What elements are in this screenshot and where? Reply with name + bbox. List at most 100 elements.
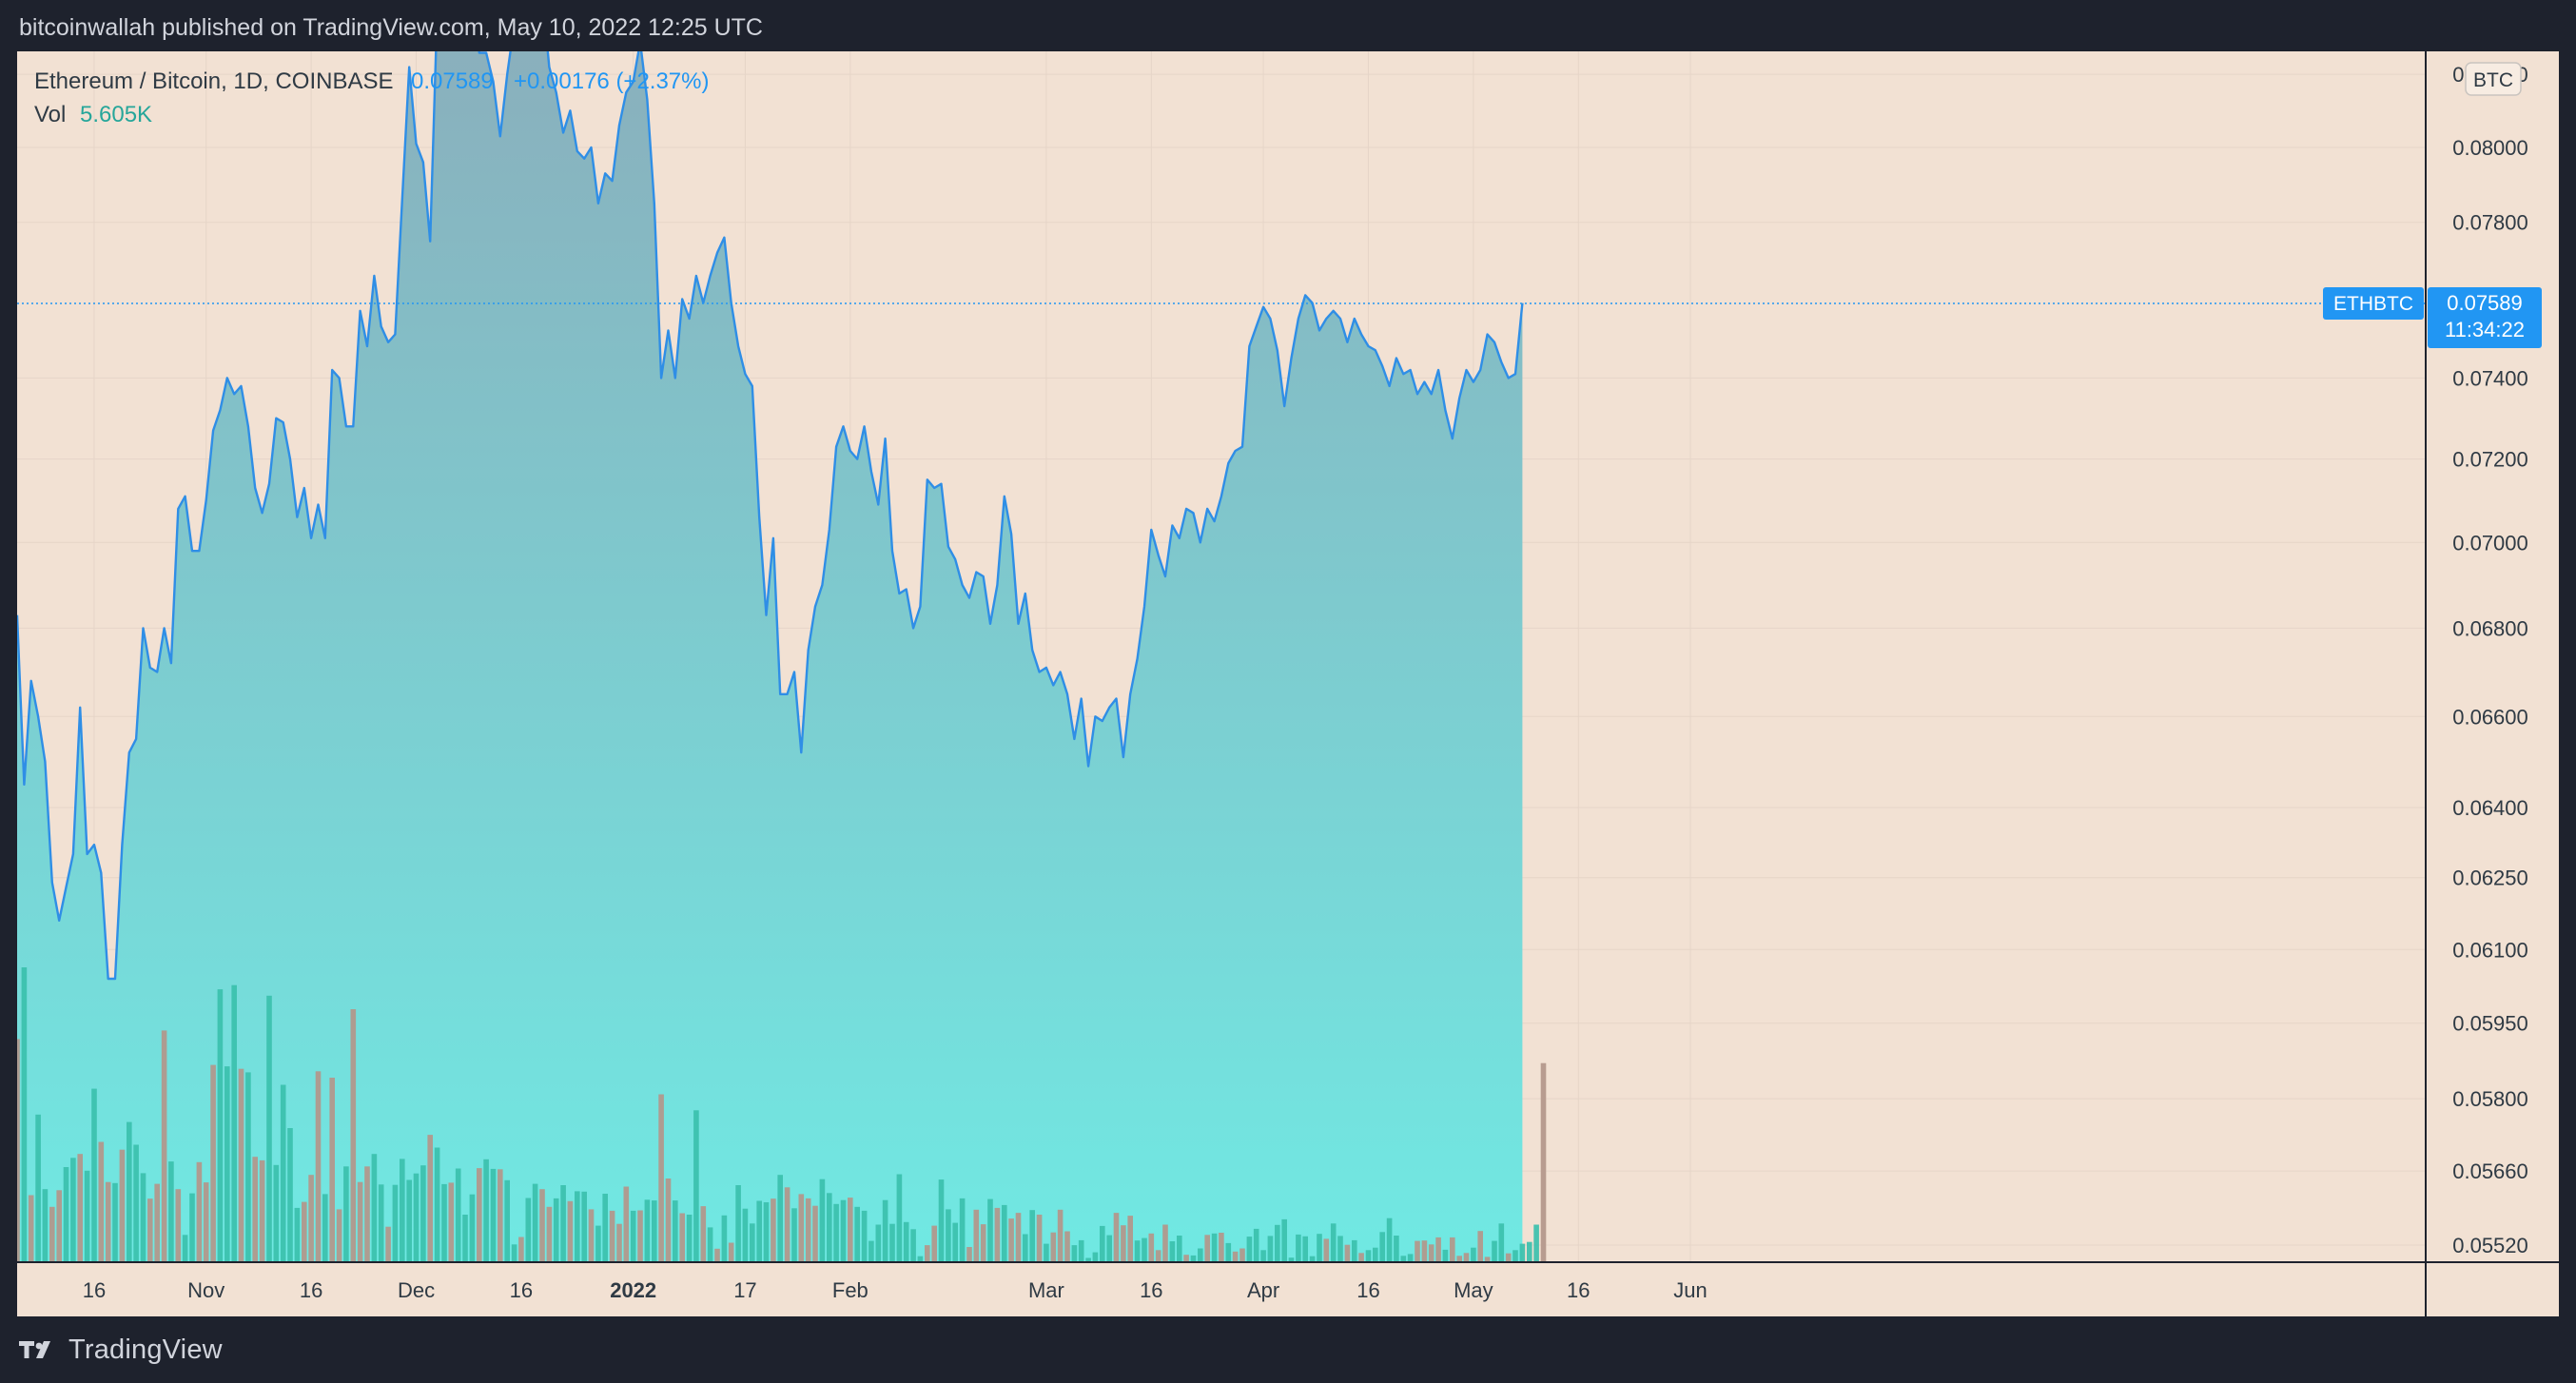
volume-bar-84 bbox=[602, 1194, 608, 1262]
price-tick-6: 0.06400 bbox=[2452, 796, 2528, 820]
currency-badge[interactable] bbox=[2465, 62, 2522, 96]
volume-bar-75 bbox=[539, 1189, 545, 1262]
volume-bar-82 bbox=[588, 1209, 595, 1262]
price-tick-12: 0.07800 bbox=[2452, 211, 2528, 235]
volume-bar-65 bbox=[469, 1194, 476, 1262]
volume-bar-160 bbox=[1134, 1240, 1141, 1262]
last-price-marker-value: 0.07589 bbox=[2447, 291, 2523, 315]
volume-bar-117 bbox=[833, 1203, 839, 1262]
volume-bar-92 bbox=[658, 1094, 664, 1262]
volume-bar-96 bbox=[686, 1215, 693, 1262]
volume-bar-15 bbox=[119, 1149, 126, 1262]
volume-bar-87 bbox=[623, 1186, 630, 1262]
time-tick-1: Nov bbox=[187, 1278, 224, 1302]
volume-bar-79 bbox=[567, 1200, 574, 1262]
volume-bar-23 bbox=[175, 1189, 182, 1262]
legend-symbol: Ethereum / Bitcoin, 1D, COINBASE bbox=[34, 68, 393, 94]
price-chart[interactable]: 0.05520 0.05660 0.05800 0.05950 0.06100 0.062… bbox=[14, 0, 2559, 1316]
price-tick-1: 0.05660 bbox=[2452, 1159, 2528, 1183]
volume-bar-52 bbox=[378, 1184, 384, 1262]
volume-bar-213 bbox=[1505, 1253, 1512, 1262]
volume-bar-123 bbox=[875, 1224, 882, 1262]
volume-bar-109 bbox=[777, 1175, 783, 1262]
volume-bar-162 bbox=[1148, 1233, 1155, 1262]
volume-bar-196 bbox=[1386, 1217, 1393, 1262]
volume-bar-132 bbox=[938, 1179, 945, 1262]
volume-bar-29 bbox=[217, 989, 224, 1262]
volume-bar-20 bbox=[154, 1183, 160, 1262]
tradingview-logo-icon[interactable] bbox=[19, 1338, 57, 1361]
volume-bar-106 bbox=[756, 1200, 762, 1262]
volume-bar-126 bbox=[896, 1174, 903, 1262]
volume-bar-88 bbox=[630, 1210, 636, 1262]
volume-bar-203 bbox=[1435, 1237, 1441, 1262]
price-tick-11: 0.07400 bbox=[2452, 366, 2528, 390]
volume-bar-211 bbox=[1492, 1240, 1497, 1262]
volume-bar-135 bbox=[959, 1198, 966, 1262]
volume-bar-48 bbox=[350, 1009, 357, 1262]
volume-bar-33 bbox=[245, 1072, 251, 1262]
volume-bar-191 bbox=[1352, 1239, 1357, 1262]
volume-bar-72 bbox=[518, 1237, 524, 1262]
volume-bar-120 bbox=[854, 1206, 860, 1262]
time-tick-2: 16 bbox=[300, 1278, 322, 1302]
volume-bar-14 bbox=[112, 1182, 118, 1262]
volume-bar-112 bbox=[798, 1194, 805, 1262]
time-tick-10: Apr bbox=[1247, 1278, 1279, 1302]
volume-bar-130 bbox=[925, 1245, 930, 1262]
volume-bar-102 bbox=[728, 1242, 734, 1262]
volume-bar-214 bbox=[1512, 1250, 1518, 1262]
volume-bar-38 bbox=[280, 1084, 286, 1262]
price-axis-labels: 0.05520 0.05660 0.05800 0.05950 0.06100 0.062… bbox=[2452, 0, 2528, 1257]
volume-bar-180 bbox=[1275, 1224, 1280, 1262]
volume-bar-163 bbox=[1155, 1250, 1161, 1262]
footer: TradingView bbox=[0, 1316, 2576, 1383]
volume-bar-201 bbox=[1421, 1240, 1428, 1262]
volume-bar-47 bbox=[343, 1166, 349, 1262]
volume-bar-134 bbox=[952, 1222, 958, 1262]
volume-bar-22 bbox=[168, 1161, 174, 1262]
volume-bar-26 bbox=[196, 1161, 203, 1262]
volume-bar-110 bbox=[784, 1187, 790, 1262]
volume-bar-36 bbox=[266, 995, 272, 1262]
volume-bar-194 bbox=[1373, 1247, 1378, 1262]
volume-bar-125 bbox=[889, 1223, 895, 1262]
volume-bar-156 bbox=[1106, 1235, 1112, 1262]
footer-brand[interactable]: TradingView bbox=[68, 1334, 223, 1365]
volume-bar-179 bbox=[1267, 1236, 1274, 1262]
volume-bar-83 bbox=[595, 1225, 601, 1262]
volume-bars bbox=[14, 967, 1547, 1262]
volume-bar-43 bbox=[315, 1071, 322, 1262]
volume-bar-217 bbox=[1533, 1224, 1539, 1262]
volume-bar-138 bbox=[980, 1224, 986, 1262]
publisher-text: bitcoinwallah published on TradingView.c… bbox=[19, 14, 763, 41]
time-tick-9: 16 bbox=[1140, 1278, 1162, 1302]
price-tick-0: 0.05520 bbox=[2452, 1234, 2528, 1257]
volume-bar-55 bbox=[400, 1159, 405, 1262]
volume-bar-177 bbox=[1253, 1228, 1259, 1262]
volume-bar-205 bbox=[1450, 1237, 1455, 1262]
volume-bar-81 bbox=[581, 1191, 587, 1262]
volume-bar-37 bbox=[273, 1164, 280, 1262]
volume-bar-170 bbox=[1204, 1235, 1210, 1262]
volume-bar-146 bbox=[1036, 1215, 1043, 1262]
chart-area[interactable]: 0.05520 0.05660 0.05800 0.05950 0.06100 0.062… bbox=[14, 0, 2559, 1316]
volume-bar-2 bbox=[28, 1195, 34, 1262]
volume-bar-12 bbox=[98, 1141, 105, 1262]
volume-bar-32 bbox=[238, 1068, 244, 1262]
volume-bar-98 bbox=[700, 1206, 707, 1262]
volume-bar-94 bbox=[673, 1200, 678, 1262]
volume-bar-113 bbox=[805, 1198, 811, 1262]
volume-bar-8 bbox=[70, 1158, 76, 1262]
volume-bar-159 bbox=[1127, 1216, 1133, 1262]
volume-bar-143 bbox=[1015, 1213, 1022, 1262]
volume-bar-176 bbox=[1246, 1237, 1253, 1262]
time-axis-labels: 16 Nov 16 Dec 16 2022 17 Feb Mar 16 Apr 16 May 16 Jun bbox=[83, 1278, 1708, 1302]
volume-bar-154 bbox=[1092, 1252, 1099, 1262]
volume-bar-140 bbox=[994, 1207, 1001, 1262]
price-tick-5: 0.06250 bbox=[2452, 867, 2528, 890]
volume-bar-58 bbox=[420, 1165, 426, 1262]
volume-bar-67 bbox=[483, 1159, 489, 1262]
volume-bar-1 bbox=[21, 967, 28, 1262]
volume-bar-27 bbox=[203, 1182, 209, 1262]
